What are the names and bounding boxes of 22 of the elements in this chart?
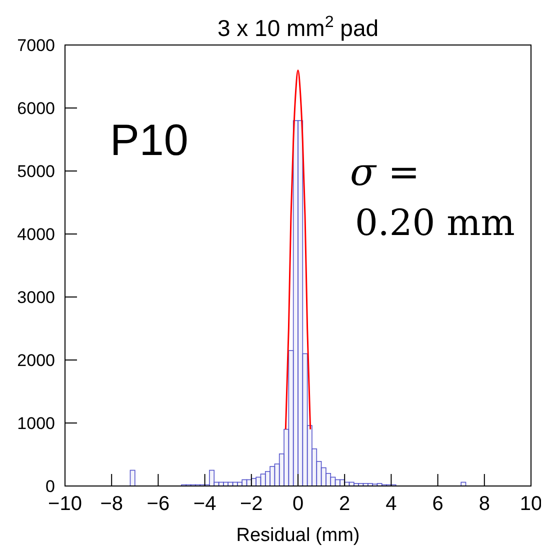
x-tick-label: −6 — [146, 493, 170, 516]
y-tick-label: 7000 — [17, 36, 55, 56]
chart-title: 3 x 10 mm$^{2}$ pad — [217, 13, 379, 41]
y-tick-label: 5000 — [17, 162, 55, 182]
y-tick-label: 1000 — [17, 414, 55, 434]
x-tick-label: −4 — [193, 493, 216, 516]
x-tick-label: 8 — [478, 493, 490, 516]
annotation: σ = — [350, 150, 420, 194]
x-tick-label: 10 — [520, 493, 542, 516]
x-tick-label: −2 — [240, 493, 263, 516]
x-tick-label: 0 — [292, 493, 304, 516]
y-tick-label: 6000 — [17, 99, 55, 118]
annotation: 0.20 mm — [355, 203, 515, 244]
x-tick-label: 6 — [432, 493, 444, 516]
annotation: P10 — [110, 116, 188, 165]
x-tick-label: −8 — [100, 493, 124, 516]
x-tick-label: 2 — [339, 493, 350, 516]
y-tick-label: 3000 — [17, 288, 55, 308]
y-tick-label: 4000 — [17, 225, 55, 244]
x-tick-label: 4 — [386, 493, 397, 516]
y-tick-label: 2000 — [17, 351, 55, 370]
x-axis-title: Residual (mm) — [236, 525, 360, 546]
